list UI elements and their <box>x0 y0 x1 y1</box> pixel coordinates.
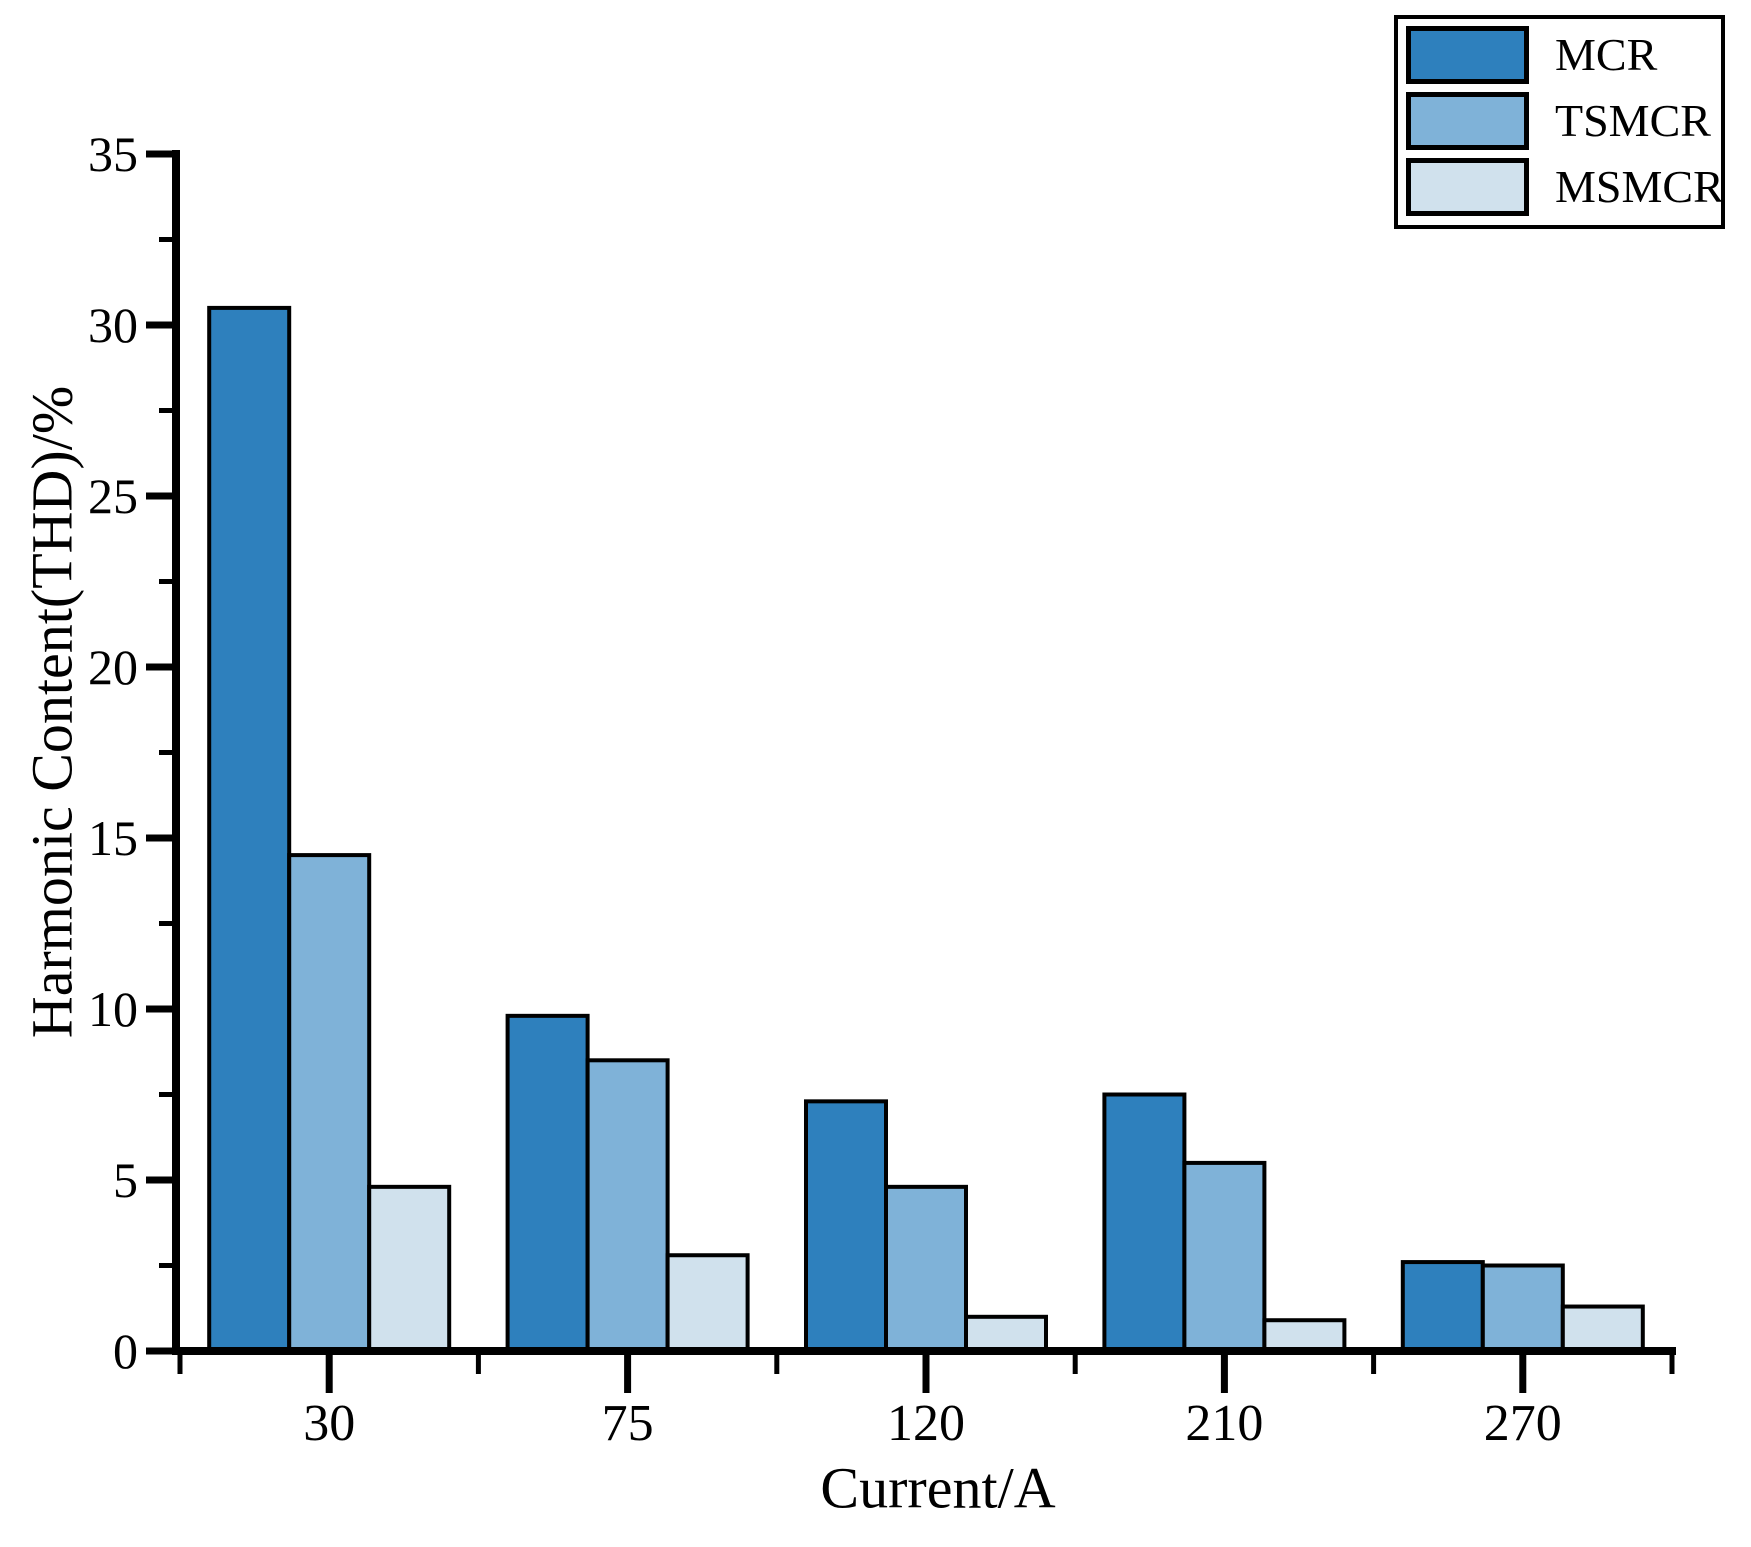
bar-msmcr-75 <box>665 1253 750 1353</box>
bar-msmcr-120 <box>964 1314 1048 1354</box>
bar-mcr-30 <box>207 305 292 1353</box>
y-axis-title: Harmonic Content(THD)/% <box>19 385 85 1039</box>
bar-tsmcr-120 <box>884 1184 968 1353</box>
legend: MCR TSMCR MSMCR <box>1394 15 1725 229</box>
y-tick-label: 0 <box>113 1323 138 1379</box>
bar-mcr-120 <box>804 1099 888 1353</box>
legend-swatch-tsmcr <box>1406 92 1529 150</box>
legend-label-msmcr: MSMCR <box>1555 161 1724 212</box>
y-tick-label: 5 <box>113 1152 138 1208</box>
legend-swatch-mcr <box>1406 26 1529 84</box>
y-tick-label: 20 <box>88 639 138 695</box>
y-tick-label: 25 <box>88 468 138 524</box>
legend-entry-mcr: MCR <box>1406 26 1713 84</box>
bar-msmcr-30 <box>367 1184 452 1353</box>
x-tick-label: 75 <box>602 1395 654 1452</box>
bar-tsmcr-75 <box>585 1058 670 1354</box>
bar-tsmcr-30 <box>287 853 372 1353</box>
x-tick-label: 30 <box>303 1395 355 1452</box>
x-tick-label: 210 <box>1185 1395 1263 1452</box>
y-tick-label: 35 <box>88 126 138 182</box>
bar-mcr-210 <box>1102 1092 1187 1353</box>
bar-mcr-75 <box>505 1013 590 1354</box>
bar-msmcr-210 <box>1262 1318 1347 1353</box>
legend-entry-msmcr: MSMCR <box>1406 158 1724 216</box>
x-axis-title: Current/A <box>820 1455 1056 1521</box>
legend-entry-tsmcr: TSMCR <box>1406 92 1713 150</box>
legend-label-tsmcr: TSMCR <box>1555 95 1711 146</box>
y-tick-label: 30 <box>88 297 138 353</box>
y-tick-label: 15 <box>88 810 138 866</box>
y-tick-label: 10 <box>88 981 138 1037</box>
x-tick-label: 120 <box>887 1395 965 1452</box>
bar-tsmcr-210 <box>1182 1160 1267 1354</box>
bar-tsmcr-270 <box>1480 1263 1565 1353</box>
bar-mcr-270 <box>1400 1260 1485 1353</box>
x-tick-label: 270 <box>1484 1395 1562 1452</box>
legend-label-mcr: MCR <box>1555 29 1658 80</box>
bar-msmcr-270 <box>1560 1304 1645 1354</box>
legend-swatch-msmcr <box>1406 158 1529 216</box>
